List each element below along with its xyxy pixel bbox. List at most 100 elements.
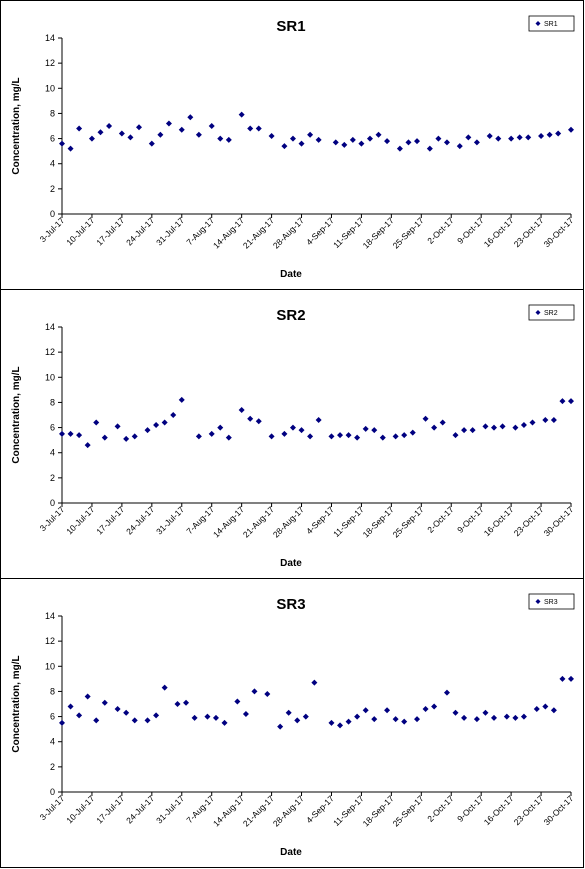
data-point [76, 712, 83, 719]
data-point [512, 424, 519, 431]
x-tick-label: 16-Oct-17 [482, 793, 516, 827]
y-tick-label: 12 [45, 636, 55, 646]
data-point [520, 713, 527, 720]
chart-title: SR2 [276, 307, 305, 324]
data-point [247, 125, 254, 132]
data-point [366, 135, 373, 142]
data-point [153, 712, 160, 719]
x-tick-label: 17-Jul-17 [94, 793, 126, 825]
data-point [161, 684, 168, 691]
x-tick-label: 9-Oct-17 [455, 504, 486, 535]
x-axis-label: Date [280, 269, 302, 280]
x-tick-label: 30-Oct-17 [542, 793, 576, 827]
data-point [332, 139, 339, 146]
data-point [255, 418, 262, 425]
data-point [328, 719, 335, 726]
data-point [84, 442, 91, 449]
data-point [354, 713, 361, 720]
data-point [144, 427, 151, 434]
data-point [401, 432, 408, 439]
chart-title: SR1 [276, 18, 305, 35]
data-point [67, 703, 74, 710]
y-tick-label: 8 [50, 686, 55, 696]
data-point [349, 136, 356, 143]
data-point [123, 435, 130, 442]
data-point [341, 141, 348, 148]
x-tick-label: 16-Oct-17 [482, 215, 516, 249]
data-point [59, 430, 65, 437]
x-tick-label: 9-Oct-17 [455, 793, 486, 824]
y-tick-label: 0 [50, 787, 55, 797]
data-point [101, 434, 108, 441]
data-point [337, 722, 344, 729]
data-point [238, 111, 245, 118]
data-point [392, 433, 399, 440]
y-tick-label: 14 [45, 322, 55, 332]
x-tick-label: 9-Oct-17 [455, 215, 486, 246]
x-tick-label: 21-Aug-17 [241, 504, 276, 539]
data-point [97, 129, 104, 136]
x-tick-label: 3-Jul-17 [38, 215, 67, 244]
data-point [268, 433, 275, 440]
x-tick-label: 14-Aug-17 [211, 793, 246, 828]
data-point [268, 133, 275, 140]
y-tick-label: 10 [45, 83, 55, 93]
data-point [127, 134, 134, 141]
legend-marker [535, 21, 541, 26]
data-point [289, 135, 296, 142]
data-point [247, 415, 254, 422]
y-tick-label: 8 [50, 397, 55, 407]
data-point [443, 139, 450, 146]
y-tick-label: 10 [45, 372, 55, 382]
x-tick-label: 2-Oct-17 [425, 504, 456, 535]
data-point [362, 707, 369, 714]
x-tick-label: 31-Jul-17 [154, 793, 186, 825]
data-point [431, 703, 438, 710]
y-tick-label: 2 [50, 762, 55, 772]
data-point [238, 406, 245, 413]
data-point [452, 709, 459, 716]
x-tick-label: 14-Aug-17 [211, 215, 246, 250]
data-point [499, 423, 506, 430]
data-point [281, 430, 288, 437]
data-point [281, 143, 288, 150]
chart-svg-sr1: SR1 0 2 4 6 8 10 12 14 3-Jul-1710-Jul-1717-Jul-17… [11, 15, 576, 280]
y-tick-label: 4 [50, 737, 55, 747]
data-point [392, 716, 399, 723]
x-tick-label: 2-Oct-17 [425, 215, 456, 246]
data-point [345, 432, 352, 439]
y-tick-label: 2 [50, 473, 55, 483]
x-tick-label: 31-Jul-17 [154, 504, 186, 536]
data-point [195, 131, 202, 138]
legend-label: SR2 [544, 310, 558, 317]
legend-box [528, 304, 575, 321]
data-point [93, 717, 100, 724]
data-point [225, 434, 232, 441]
data-point [568, 126, 574, 133]
data-point [84, 693, 91, 700]
data-point [88, 135, 95, 142]
y-tick-label: 14 [45, 611, 55, 621]
data-point [495, 135, 502, 142]
data-point [538, 133, 545, 140]
data-point [251, 688, 258, 695]
data-point [221, 719, 228, 726]
data-point [131, 433, 138, 440]
data-point [311, 679, 318, 686]
data-point [264, 690, 271, 697]
legend-box [528, 15, 575, 32]
x-tick-label: 24-Jul-17 [124, 793, 156, 825]
data-point [144, 717, 151, 724]
y-tick-label: 2 [50, 184, 55, 194]
data-point [106, 123, 113, 129]
x-tick-label: 24-Jul-17 [124, 504, 156, 536]
x-tick-label: 10-Jul-17 [64, 793, 96, 825]
y-tick-label: 14 [45, 33, 55, 43]
y-axis-label: Concentration, mg/L [11, 366, 22, 463]
data-point [422, 415, 429, 422]
data-point [542, 417, 549, 424]
y-tick-label: 6 [50, 712, 55, 722]
data-point [384, 707, 391, 714]
data-point [520, 422, 527, 429]
y-tick-label: 8 [50, 108, 55, 118]
